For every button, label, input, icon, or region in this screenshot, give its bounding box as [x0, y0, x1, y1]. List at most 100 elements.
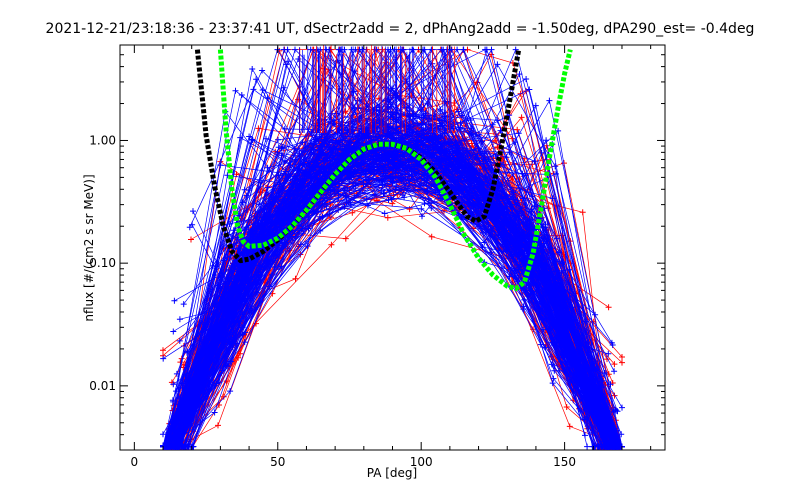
blue-marker-63-0 [180, 301, 187, 308]
blue-marker-214-5 [608, 339, 615, 346]
blue-marker-215-2 [345, 148, 352, 155]
blue-marker-179-1 [227, 388, 234, 395]
blue-marker-93-2 [343, 198, 350, 205]
blue-marker-226-4 [475, 207, 482, 214]
blue-trace-221 [175, 162, 610, 447]
blue-marker-5-4 [523, 76, 530, 82]
blue-marker-100-1 [249, 136, 255, 143]
blue-marker-217-5 [523, 172, 530, 179]
blue-marker-213-0 [186, 224, 193, 231]
blue-marker-212-0 [170, 381, 177, 388]
blue-trace-224 [170, 63, 599, 447]
blue-marker-226-6 [609, 443, 616, 450]
axes-layer: 0 50 100 150 0.01 0.10 1.00 [89, 44, 665, 469]
red-marker-73-6 [605, 304, 612, 311]
blue-trace-205 [174, 70, 613, 447]
blue-marker-162-2 [321, 195, 328, 202]
blue-marker-177-6 [481, 239, 488, 246]
blue-marker-229-6 [514, 278, 520, 285]
blue-marker-192-7 [605, 350, 612, 357]
blue-marker-132-2 [323, 203, 330, 210]
blue-marker-213-1 [259, 67, 266, 74]
blue-marker-221-2 [351, 194, 358, 201]
blue-marker-207-4 [522, 202, 529, 208]
blue-marker-74-4 [526, 86, 533, 93]
data-layer [160, 45, 625, 450]
blue-marker-93-3 [418, 205, 425, 212]
x-tick-label-0: 0 [131, 455, 139, 469]
y-tick-label-0: 0.01 [89, 379, 116, 393]
blue-trace-225 [178, 166, 623, 447]
blue-marker-212-6 [491, 213, 498, 220]
blue-marker-225-2 [311, 163, 318, 170]
red-marker-90-3 [342, 235, 349, 242]
blue-trace-191 [167, 138, 615, 447]
blue-marker-227-3 [372, 147, 379, 154]
blue-marker-199-1 [243, 224, 250, 231]
blue-marker-188-7 [552, 163, 559, 170]
blue-marker-205-6 [549, 322, 556, 329]
blue-marker-156-7 [549, 380, 556, 387]
blue-marker-10-2 [275, 136, 281, 143]
blue-marker-177-3 [335, 46, 342, 53]
blue-marker-183-4 [364, 177, 371, 184]
blue-marker-212-4 [392, 151, 399, 158]
x-tick-label-1: 50 [270, 455, 285, 469]
blue-trace-179 [178, 174, 623, 447]
blue-marker-94-0 [175, 395, 182, 401]
blue-marker-172-0 [160, 431, 166, 438]
blue-marker-183-8 [598, 384, 605, 391]
blue-marker-204-6 [531, 158, 538, 165]
blue-marker-208-6 [500, 248, 507, 255]
y-axis-label: nflux [#/(cm2 s sr MeV)] [82, 174, 96, 321]
blue-marker-204-5 [457, 124, 464, 131]
blue-marker-158-4 [436, 135, 443, 142]
red-marker-69-3 [394, 191, 401, 198]
blue-marker-220-4 [399, 192, 406, 199]
y-tick-label-2: 1.00 [89, 133, 116, 147]
blue-marker-227-4 [453, 151, 460, 157]
blue-marker-225-3 [365, 163, 372, 170]
blue-marker-198-2 [278, 145, 285, 152]
blue-marker-229-5 [428, 205, 435, 211]
blue-marker-143-5 [494, 117, 501, 124]
blue-marker-204-1 [223, 274, 230, 281]
blue-marker-200-0 [173, 370, 180, 377]
blue-marker-223-4 [379, 145, 386, 152]
blue-marker-228-5 [528, 233, 535, 240]
blue-marker-225-1 [254, 224, 261, 230]
blue-marker-223-2 [271, 264, 278, 270]
blue-marker-182-1 [246, 133, 253, 140]
red-marker-107-4 [379, 46, 386, 53]
blue-marker-212-2 [298, 225, 305, 232]
blue-marker-70-1 [232, 87, 239, 94]
blue-marker-229-1 [229, 344, 236, 351]
fit-layer [194, 49, 573, 292]
blue-marker-228-6 [591, 410, 597, 417]
blue-marker-218-6 [588, 346, 595, 353]
red-marker-39-8 [619, 359, 625, 366]
blue-marker-182-5 [484, 182, 491, 189]
blue-marker-152-0 [179, 380, 186, 387]
blue-marker-196-2 [274, 149, 281, 156]
red-marker-75-1 [220, 393, 227, 400]
blue-marker-191-5 [482, 229, 489, 236]
blue-marker-222-1 [264, 184, 271, 191]
blue-marker-197-1 [264, 94, 271, 101]
blue-marker-174-6 [479, 138, 486, 145]
blue-marker-3-2 [295, 56, 302, 62]
blue-marker-187-6 [612, 406, 619, 413]
blue-marker-228-1 [224, 292, 231, 299]
red-marker-9-5 [428, 233, 435, 240]
blue-marker-138-0 [170, 328, 177, 335]
blue-marker-229-7 [546, 325, 552, 332]
x-axis-label: PA [deg] [367, 466, 417, 480]
blue-marker-128-0 [176, 316, 183, 323]
blue-marker-225-0 [175, 443, 182, 450]
blue-marker-196-8 [582, 318, 589, 325]
blue-marker-179-6 [551, 367, 558, 374]
blue-marker-216-1 [216, 379, 222, 386]
chart-title: 2021-12-21/23:18:36 - 23:37:41 UT, dSect… [46, 21, 755, 37]
blue-marker-201-1 [255, 262, 262, 269]
